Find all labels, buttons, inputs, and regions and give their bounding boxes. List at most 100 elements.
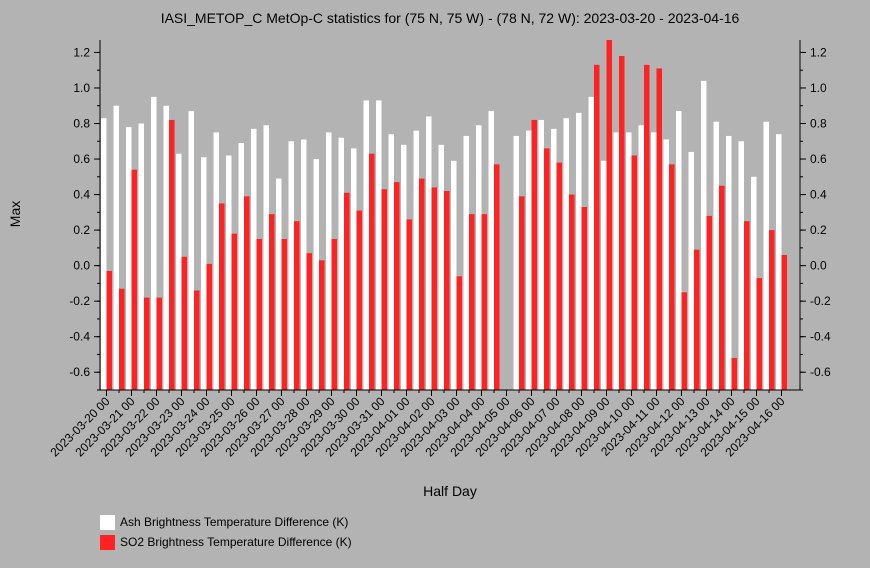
so2-bar-47: [694, 249, 700, 390]
so2-bar-41: [619, 55, 625, 391]
y-tick-label-left: 1.0: [73, 81, 90, 95]
ash-bar-53: [763, 121, 769, 390]
so2-bar-3: [144, 297, 150, 390]
y-tick-label-right: 0.2: [810, 223, 827, 237]
legend-label-ash: Ash Brightness Temperature Difference (K…: [120, 515, 349, 529]
ash-bar-10: [226, 155, 232, 390]
x-axis-label: Half Day: [423, 483, 477, 499]
so2-bar-49: [719, 185, 725, 390]
ash-bar-15: [288, 141, 294, 390]
ash-bar-39: [588, 96, 594, 391]
ash-bar-31: [488, 111, 494, 391]
y-tick-label-right: -0.4: [810, 330, 831, 344]
ash-bar-13: [263, 125, 269, 391]
y-tick-label-right: 0.0: [810, 259, 827, 273]
so2-bar-53: [769, 230, 775, 390]
ash-bar-34: [526, 130, 532, 390]
so2-bar-52: [756, 278, 762, 390]
ash-bar-7: [188, 111, 194, 391]
y-tick-label-right: 0.6: [810, 152, 827, 166]
so2-bar-24: [406, 219, 412, 390]
y-tick-label-left: 1.2: [73, 45, 90, 59]
ash-bar-41: [613, 132, 619, 390]
ash-bar-36: [551, 128, 557, 390]
ash-bar-45: [663, 139, 669, 390]
so2-bar-1: [119, 288, 125, 390]
so2-bar-9: [219, 203, 225, 390]
so2-bar-19: [344, 192, 350, 390]
so2-bar-51: [744, 221, 750, 390]
so2-bar-17: [319, 260, 325, 390]
so2-bar-34: [531, 119, 537, 390]
ash-bar-30: [476, 125, 482, 391]
so2-bar-37: [569, 194, 575, 390]
so2-bar-42: [631, 155, 637, 390]
so2-bar-5: [169, 119, 175, 390]
ash-bar-18: [326, 132, 332, 390]
so2-bar-7: [194, 290, 200, 390]
y-axis-label: Max: [7, 201, 23, 227]
ash-bar-8: [201, 157, 207, 390]
ash-bar-33: [513, 135, 519, 390]
legend-item-ash: Ash Brightness Temperature Difference (K…: [100, 512, 352, 532]
ash-bar-43: [638, 125, 644, 391]
ash-bar-25: [413, 130, 419, 390]
so2-bar-4: [156, 297, 162, 390]
so2-bar-22: [381, 189, 387, 390]
y-tick-label-left: 0.6: [73, 152, 90, 166]
ash-bar-14: [276, 178, 282, 390]
so2-bar-27: [444, 191, 450, 390]
legend-label-so2: SO2 Brightness Temperature Difference (K…: [120, 535, 352, 549]
so2-bar-8: [206, 263, 212, 390]
ash-bar-3: [138, 123, 144, 391]
ash-bar-21: [363, 100, 369, 390]
so2-bar-29: [469, 214, 475, 390]
ash-bar-1: [113, 105, 119, 391]
legend-swatch-ash: [100, 514, 115, 530]
ash-bar-5: [163, 105, 169, 391]
ash-bar-26: [426, 116, 432, 391]
y-tick-label-right: 1.0: [810, 81, 827, 95]
so2-bar-54: [781, 254, 787, 390]
ash-bar-46: [676, 111, 682, 391]
ash-bar-4: [151, 96, 157, 391]
so2-bar-20: [356, 210, 362, 390]
so2-bar-2: [131, 169, 137, 390]
y-tick-label-right: -0.2: [810, 294, 831, 308]
so2-bar-10: [231, 233, 237, 390]
ash-bar-51: [738, 141, 744, 390]
so2-bar-23: [394, 182, 400, 390]
so2-bar-45: [669, 164, 675, 390]
so2-bar-30: [481, 214, 487, 390]
ash-bar-37: [563, 118, 569, 390]
ash-bar-19: [338, 137, 344, 390]
so2-bar-36: [556, 162, 562, 390]
so2-bar-16: [306, 253, 312, 390]
so2-bar-15: [294, 221, 300, 390]
ash-bar-27: [438, 144, 444, 390]
y-tick-label-left: -0.4: [69, 330, 90, 344]
so2-bar-44: [656, 68, 662, 391]
y-tick-label-left: -0.2: [69, 294, 90, 308]
ash-bar-11: [238, 143, 244, 390]
ash-bar-23: [388, 134, 394, 390]
so2-bar-40: [606, 40, 612, 390]
ash-bar-42: [626, 132, 632, 390]
so2-bar-31: [494, 164, 500, 390]
legend-item-so2: SO2 Brightness Temperature Difference (K…: [100, 532, 352, 552]
axes: -0.6 -0.6 -0.4 -0.4 -0.2 -0.2 0.0 0.0 0.2 0.2 0.4 0…: [48, 40, 831, 459]
so2-bar-50: [731, 358, 737, 390]
y-tick-label-right: 1.2: [810, 45, 827, 59]
y-tick-label-right: 0.8: [810, 117, 827, 131]
ash-bar-16: [301, 139, 307, 390]
ash-bar-47: [688, 151, 694, 390]
ash-bar-20: [351, 148, 357, 390]
so2-bar-28: [456, 276, 462, 390]
so2-bar-18: [331, 238, 337, 390]
so2-bar-0: [106, 270, 112, 390]
ash-bar-24: [401, 144, 407, 390]
so2-bar-6: [181, 256, 187, 390]
so2-bar-48: [706, 215, 712, 390]
so2-bar-13: [269, 214, 275, 390]
